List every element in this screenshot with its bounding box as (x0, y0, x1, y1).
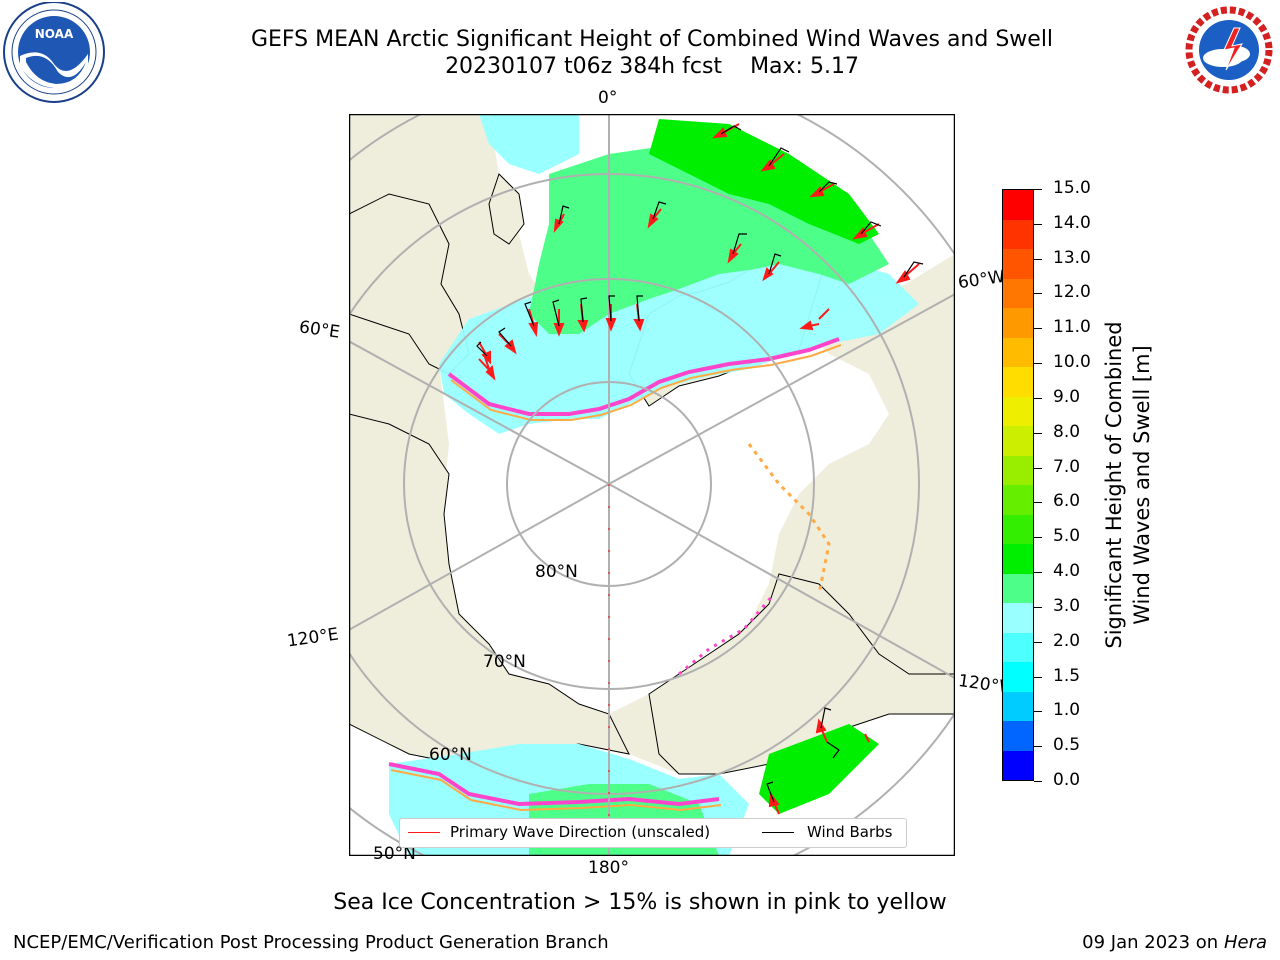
colorbar-tick-label: 14.0 (1053, 212, 1091, 233)
colorbar-tick-mark (1034, 711, 1042, 713)
colorbar-tick-mark (1034, 223, 1042, 225)
colorbar-tick-label: 10.0 (1053, 352, 1091, 373)
colorbar-tick-label: 1.5 (1053, 665, 1081, 686)
machine-name: Hera (1223, 932, 1267, 953)
colorbar-tick-mark (1034, 502, 1042, 504)
colorbar-tick-label: 8.0 (1053, 421, 1081, 442)
colorbar-tick-label: 12.0 (1053, 282, 1091, 303)
colorbar-segment (1003, 632, 1033, 662)
colorbar-label: Significant Height of Combined Wind Wave… (1100, 285, 1160, 685)
colorbar-tick-mark (1034, 293, 1042, 295)
wave-field-strong (649, 119, 879, 244)
lat-label-80n: 80°N (535, 562, 578, 582)
map-title: GEFS MEAN Arctic Significant Height of C… (250, 27, 1054, 52)
credit-text: NCEP/EMC/Verification Post Processing Pr… (13, 932, 609, 953)
lat-label-70n: 70°N (483, 652, 526, 672)
colorbar-tick-mark (1034, 537, 1042, 539)
colorbar-tick-label: 13.0 (1053, 247, 1091, 268)
colorbar-segment (1003, 750, 1033, 780)
colorbar-tick-label: 0.0 (1053, 770, 1081, 790)
arctic-map (349, 114, 955, 856)
colorbar-tick-label: 15.0 (1053, 178, 1091, 198)
colorbar-segment (1003, 308, 1033, 338)
colorbar-segment (1003, 426, 1033, 456)
colorbar-segment (1003, 721, 1033, 751)
nws-logo (1180, 2, 1278, 100)
colorbar-segment (1003, 603, 1033, 633)
wave-legend-swatch (408, 832, 440, 833)
lon-label-180: 180° (588, 858, 629, 878)
wave-legend-label: Primary Wave Direction (unscaled) (450, 823, 711, 841)
colorbar-segment (1003, 367, 1033, 397)
sea-ice-note: Sea Ice Concentration > 15% is shown in … (333, 890, 947, 915)
colorbar-tick-mark (1034, 328, 1042, 330)
colorbar-tick-label: 4.0 (1053, 561, 1081, 582)
lon-label-0: 0° (598, 88, 618, 108)
map-subtitle: 20230107 t06z 384h fcst Max: 5.17 (200, 53, 1104, 81)
colorbar-segment (1003, 544, 1033, 574)
colorbar-tick-mark (1034, 363, 1042, 365)
colorbar-segment (1003, 219, 1033, 249)
colorbar-tick-label: 9.0 (1053, 386, 1081, 407)
colorbar-tick-mark (1034, 606, 1042, 608)
colorbar-segment (1003, 249, 1033, 279)
wind-barbs (476, 125, 924, 803)
colorbar-segment (1003, 455, 1033, 485)
colorbar-tick-mark (1034, 746, 1042, 748)
colorbar-tick-label: 11.0 (1053, 317, 1091, 338)
max-value: Max: 5.17 (750, 54, 859, 79)
colorbar-segment (1003, 190, 1033, 220)
colorbar-tick-label: 3.0 (1053, 595, 1081, 616)
lat-label-50n: 50°N (373, 844, 416, 864)
lon-label-120e: 120°E (285, 624, 340, 652)
lon-label-60e: 60°E (297, 317, 342, 343)
longitude-grid (349, 114, 955, 856)
colorbar-segment (1003, 691, 1033, 721)
colorbar-tick-mark (1034, 432, 1042, 434)
colorbar-tick-label: 0.5 (1053, 735, 1081, 756)
colorbar-segment (1003, 662, 1033, 692)
colorbar-segment (1003, 485, 1033, 515)
colorbar-tick-mark (1034, 189, 1042, 190)
colorbar-tick-label: 6.0 (1053, 491, 1081, 512)
forecast-run: 20230107 t06z 384h fcst (445, 54, 723, 79)
colorbar-segment (1003, 514, 1033, 544)
colorbar (1002, 189, 1034, 781)
barb-legend-label: Wind Barbs (807, 823, 893, 841)
date-label: 09 Jan 2023 on (1082, 932, 1219, 953)
map-legend: Primary Wave Direction (unscaled) Wind B… (399, 818, 907, 848)
map-frame (349, 114, 955, 856)
svg-text:NOAA: NOAA (35, 27, 74, 41)
colorbar-segment (1003, 337, 1033, 367)
colorbar-tick-label: 5.0 (1053, 526, 1081, 547)
colorbar-tick-mark (1034, 676, 1042, 678)
colorbar-tick-mark (1034, 397, 1042, 399)
colorbar-tick-label: 7.0 (1053, 456, 1081, 477)
date-text: 09 Jan 2023 on Hera (1082, 932, 1267, 953)
colorbar-tick-mark (1034, 641, 1042, 643)
colorbar-tick-mark (1034, 258, 1042, 260)
lat-label-60n: 60°N (429, 745, 472, 765)
lon-label-60w: 60°W (956, 266, 1007, 294)
colorbar-label-line2: Wind Waves and Swell [m] (1130, 345, 1154, 625)
wave-field-green (529, 144, 889, 334)
colorbar-segment (1003, 573, 1033, 603)
barb-legend-swatch (762, 832, 794, 833)
colorbar-tick-mark (1034, 467, 1042, 469)
colorbar-tick-mark (1034, 781, 1042, 782)
colorbar-tick-label: 2.0 (1053, 630, 1081, 651)
colorbar-segment (1003, 278, 1033, 308)
colorbar-tick-label: 1.0 (1053, 700, 1081, 721)
noaa-logo: NOAA (2, 1, 106, 106)
colorbar-tick-mark (1034, 572, 1042, 574)
colorbar-label-line1: Significant Height of Combined (1102, 321, 1126, 649)
colorbar-segment (1003, 396, 1033, 426)
